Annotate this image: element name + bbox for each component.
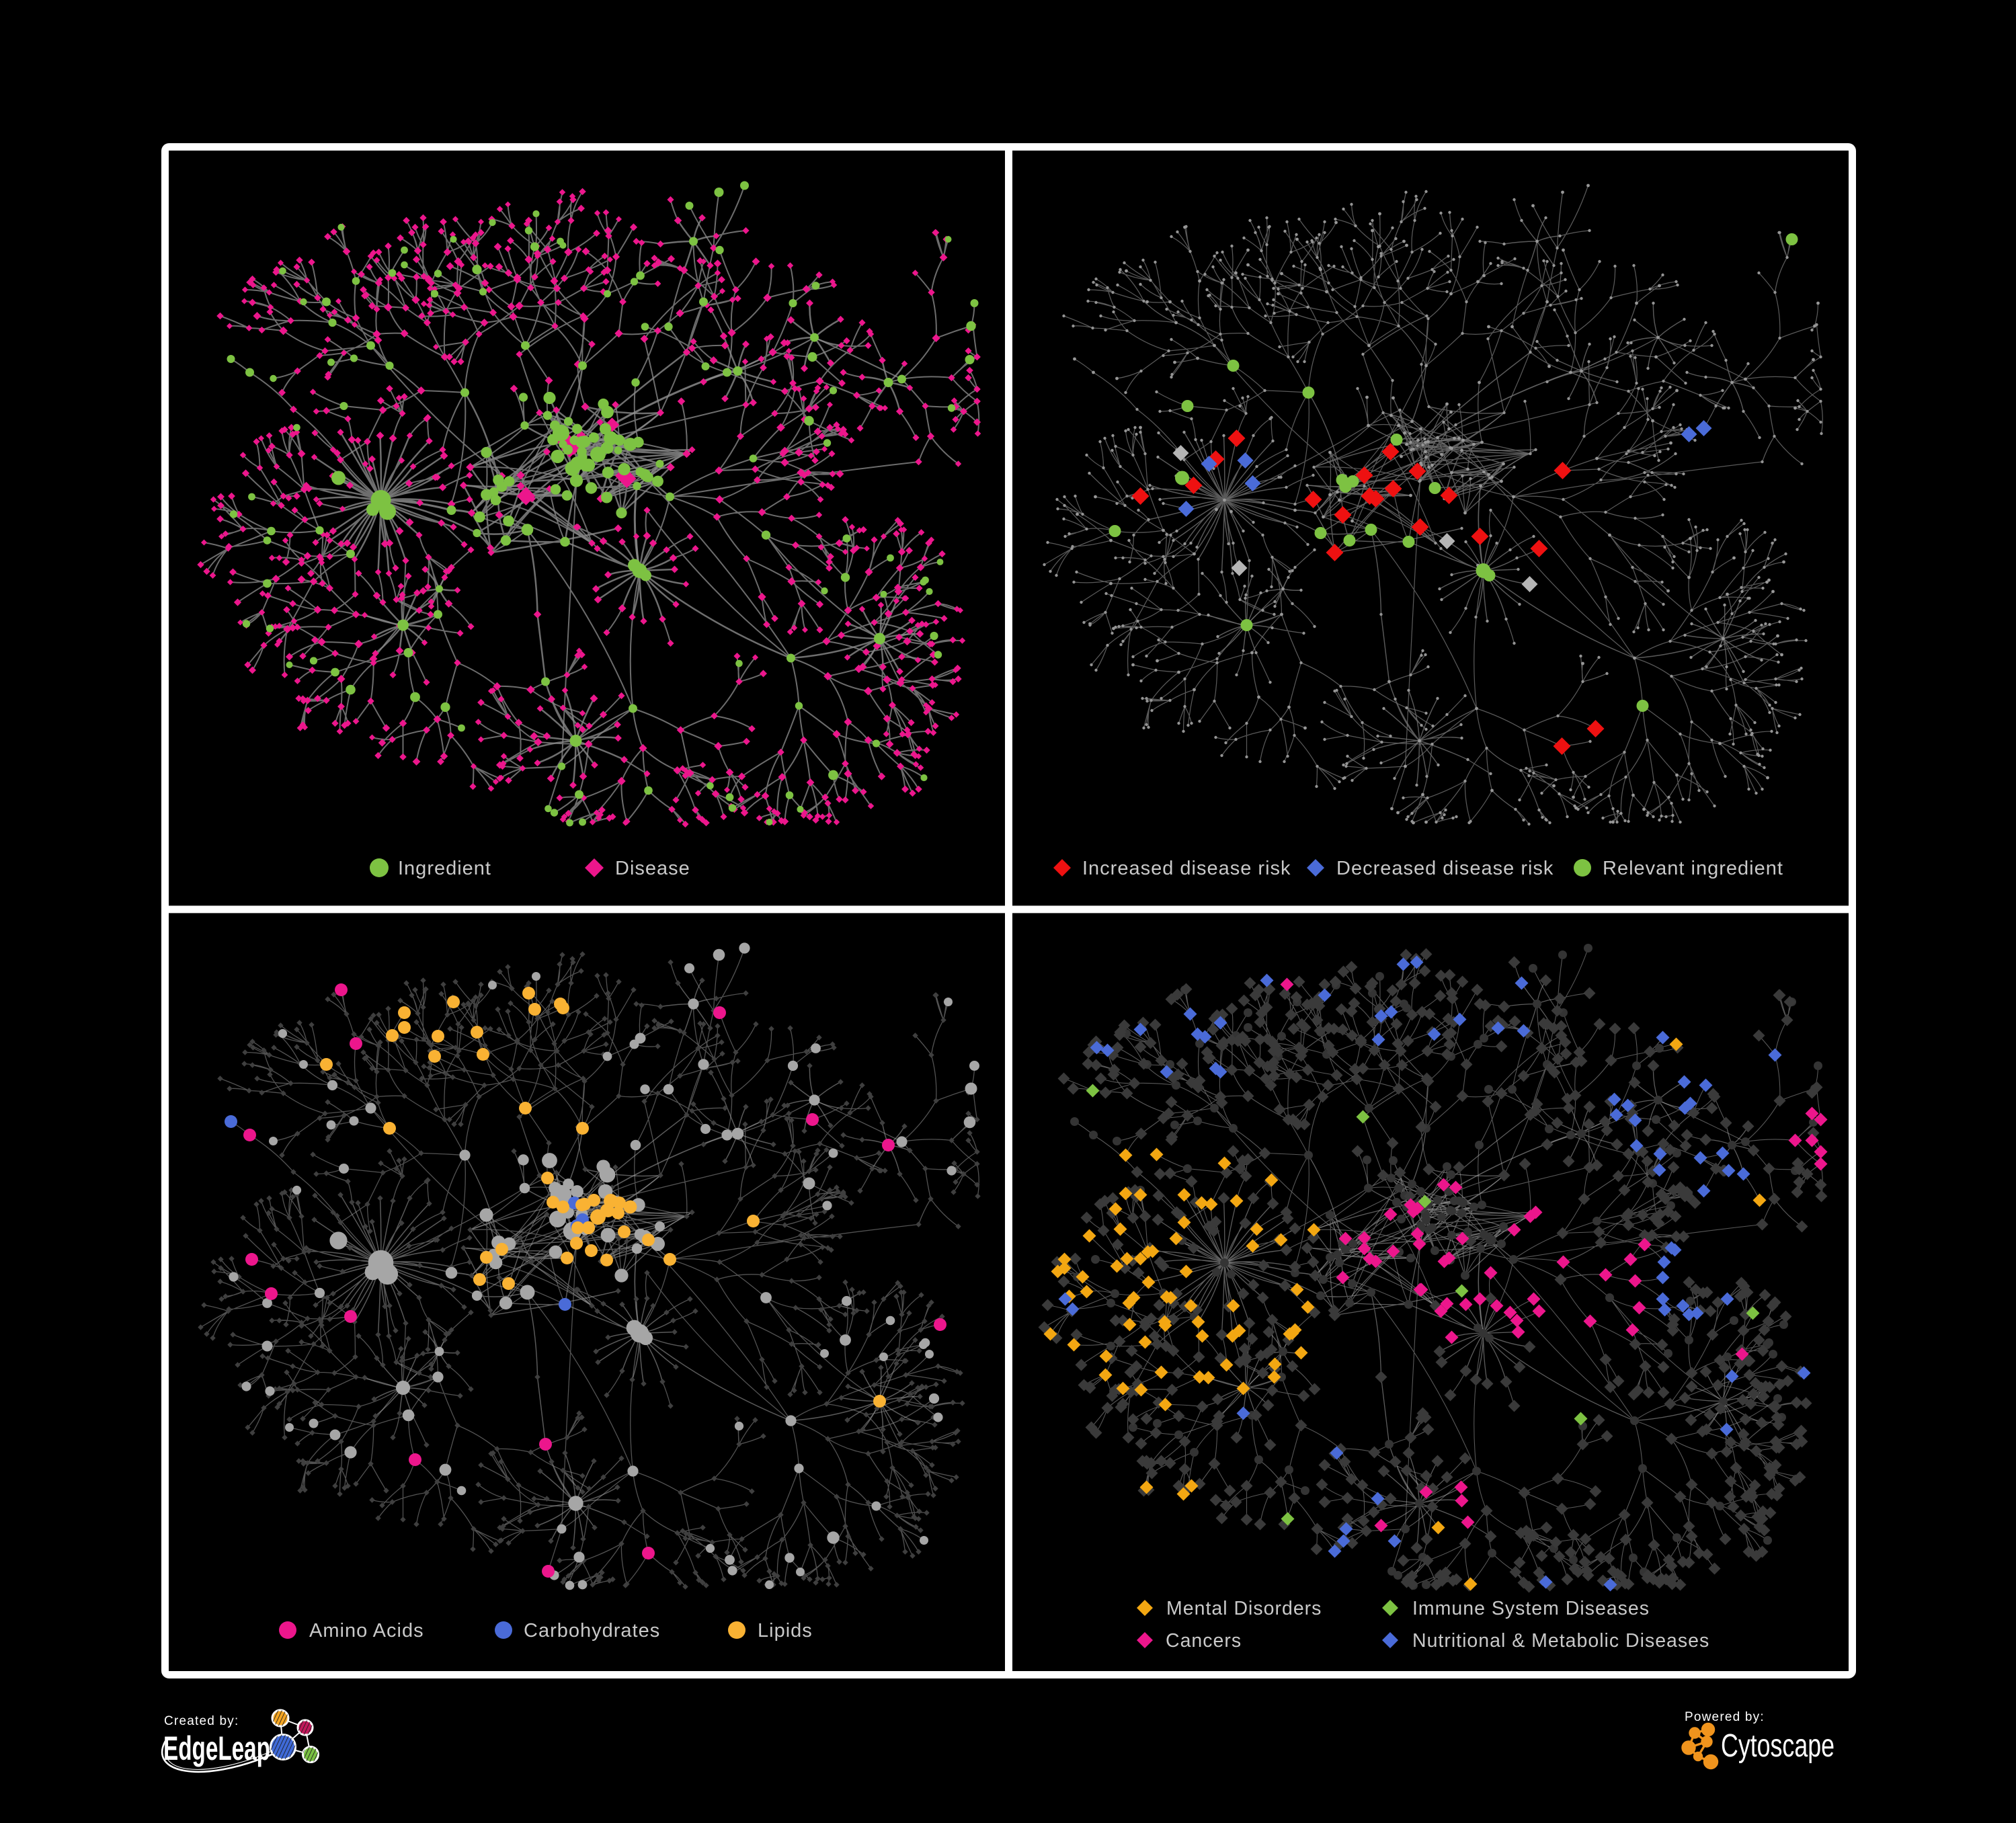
svg-text:Decreased disease risk: Decreased disease risk [1336, 858, 1554, 879]
svg-text:Disease: Disease [615, 858, 690, 879]
svg-text:Lipids: Lipids [758, 1620, 813, 1642]
svg-text:Cancers: Cancers [1166, 1630, 1242, 1652]
svg-text:Ingredient: Ingredient [398, 858, 491, 879]
svg-text:Created by:: Created by: [164, 1714, 239, 1728]
svg-text:Amino Acids: Amino Acids [309, 1620, 424, 1642]
svg-text:Mental Disorders: Mental Disorders [1166, 1598, 1322, 1619]
svg-text:Nutritional & Metabolic Diseas: Nutritional & Metabolic Diseases [1412, 1630, 1709, 1652]
svg-text:Increased disease risk: Increased disease risk [1082, 858, 1291, 879]
svg-text:Immune System Diseases: Immune System Diseases [1412, 1598, 1650, 1619]
svg-text:Powered by:: Powered by: [1685, 1710, 1765, 1724]
svg-text:Carbohydrates: Carbohydrates [524, 1620, 660, 1642]
svg-text:Relevant ingredient: Relevant ingredient [1603, 858, 1783, 879]
svg-text:Cytoscape: Cytoscape [1721, 1728, 1834, 1764]
